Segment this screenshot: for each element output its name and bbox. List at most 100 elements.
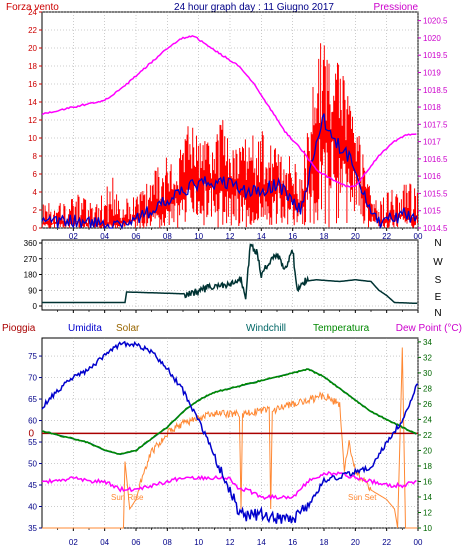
p2-ytick-label: 270 bbox=[24, 255, 38, 264]
legend-dewpoint: Dew Point (°C) bbox=[396, 323, 462, 334]
p3-xtick-label: 04 bbox=[100, 538, 109, 547]
p3-ytick-right-label: 22 bbox=[423, 431, 432, 440]
wind-force-label: Forza vento bbox=[6, 2, 59, 13]
p1-ytick-label: 2 bbox=[33, 206, 38, 215]
p1-xtick-label: 00 bbox=[414, 232, 423, 241]
p1-ytick-right-label: 1014.5 bbox=[423, 224, 448, 233]
compass-n-top: N bbox=[434, 238, 441, 249]
p1-ytick-right-label: 1016 bbox=[423, 172, 441, 181]
p3-ytick-right-label: 10 bbox=[423, 524, 432, 533]
p3-xtick-label: 10 bbox=[194, 538, 203, 547]
p3-ytick-label: 65 bbox=[28, 395, 37, 404]
p3-xtick-label: 18 bbox=[320, 538, 329, 547]
p1-xtick-label: 20 bbox=[351, 232, 360, 241]
p1-xtick-label: 10 bbox=[194, 232, 203, 241]
p1-xtick-label: 04 bbox=[100, 232, 109, 241]
p1-ytick-label: 22 bbox=[28, 26, 37, 35]
p1-ytick-right-label: 1018 bbox=[423, 103, 441, 112]
p1-ytick-right-label: 1016.5 bbox=[423, 155, 448, 164]
p3-xtick-label: 12 bbox=[226, 538, 235, 547]
p1-xtick-label: 12 bbox=[226, 232, 235, 241]
p3-xtick-label: 22 bbox=[382, 538, 391, 547]
p3-ytick-right-label: 18 bbox=[423, 462, 432, 471]
p2-ytick-label: 0 bbox=[33, 302, 38, 311]
p3-xtick-label: 16 bbox=[288, 538, 297, 547]
p3-ytick-label: 55 bbox=[28, 438, 37, 447]
p3-ytick-right-label: 12 bbox=[423, 508, 432, 517]
p3-xtick-label: 06 bbox=[132, 538, 141, 547]
wind-direction-series bbox=[42, 243, 418, 305]
p1-ytick-label: 8 bbox=[33, 152, 38, 161]
compass-e: E bbox=[435, 292, 442, 303]
p1-ytick-right-label: 1020 bbox=[423, 34, 441, 43]
p1-ytick-label: 16 bbox=[28, 80, 37, 89]
p3-ytick-right-label: 24 bbox=[423, 415, 432, 424]
p1-xtick-label: 14 bbox=[257, 232, 266, 241]
p3-ytick-right-label: 16 bbox=[423, 477, 432, 486]
windchill-series bbox=[41, 368, 417, 456]
p3-ytick-right-label: 28 bbox=[423, 384, 432, 393]
p3-xtick-label: 02 bbox=[69, 538, 78, 547]
p3-ytick-right-label: 34 bbox=[423, 338, 432, 347]
legend-rain: Pioggia bbox=[2, 323, 36, 334]
p1-xtick-label: 22 bbox=[382, 232, 391, 241]
p1-ytick-label: 10 bbox=[28, 134, 37, 143]
sunset-label: Sun Set bbox=[348, 493, 377, 502]
p3-ytick-right-label: 32 bbox=[423, 353, 432, 362]
p1-ytick-label: 18 bbox=[28, 62, 37, 71]
p3-ytick-label: 70 bbox=[28, 374, 37, 383]
humidity-series bbox=[41, 340, 419, 524]
wind-direction-panel bbox=[41, 239, 419, 311]
p1-xtick-label: 02 bbox=[69, 232, 78, 241]
p1-ytick-right-label: 1015 bbox=[423, 207, 441, 216]
compass-n-bottom: N bbox=[434, 308, 441, 319]
p1-ytick-right-label: 1018.5 bbox=[423, 86, 448, 95]
p3-xtick-label: 14 bbox=[257, 538, 266, 547]
p1-ytick-label: 0 bbox=[33, 224, 38, 233]
legend-solar: Solar bbox=[116, 323, 140, 334]
pressure-series bbox=[41, 34, 417, 188]
p1-ytick-right-label: 1019.5 bbox=[423, 51, 448, 60]
rain-zero-label: 0 bbox=[28, 428, 34, 439]
p2-ytick-label: 180 bbox=[24, 271, 38, 280]
p1-ytick-right-label: 1020.5 bbox=[423, 17, 448, 26]
p3-ytick-label: 50 bbox=[28, 460, 37, 469]
wind-average-series bbox=[41, 113, 418, 230]
p1-ytick-right-label: 1017.5 bbox=[423, 120, 448, 129]
p1-ytick-right-label: 1015.5 bbox=[423, 189, 448, 198]
p1-ytick-label: 14 bbox=[28, 98, 37, 107]
p1-xtick-label: 08 bbox=[163, 232, 172, 241]
legend-windchill: Windchill bbox=[246, 323, 286, 334]
p3-ytick-label: 45 bbox=[28, 481, 37, 490]
p1-ytick-label: 6 bbox=[33, 170, 38, 179]
p1-ytick-label: 4 bbox=[33, 188, 38, 197]
temperature-series bbox=[41, 368, 417, 455]
p3-xtick-label: 00 bbox=[414, 538, 423, 547]
p2-ytick-label: 360 bbox=[24, 239, 38, 248]
compass-w: W bbox=[433, 257, 443, 268]
pressure-label: Pressione bbox=[374, 2, 419, 13]
p3-ytick-label: 35 bbox=[28, 524, 37, 533]
p3-xtick-label: 08 bbox=[163, 538, 172, 547]
p1-ytick-right-label: 1019 bbox=[423, 68, 441, 77]
p1-ytick-label: 24 bbox=[28, 8, 37, 17]
p3-ytick-label: 40 bbox=[28, 503, 37, 512]
p1-xtick-label: 18 bbox=[320, 232, 329, 241]
p3-ytick-right-label: 30 bbox=[423, 369, 432, 378]
p3-ytick-label: 75 bbox=[28, 352, 37, 361]
p3-ytick-right-label: 26 bbox=[423, 400, 432, 409]
p3-ytick-right-label: 20 bbox=[423, 446, 432, 455]
p1-ytick-label: 12 bbox=[28, 116, 37, 125]
dewpoint-series bbox=[41, 470, 417, 501]
p1-xtick-label: 06 bbox=[132, 232, 141, 241]
p1-ytick-label: 20 bbox=[28, 44, 37, 53]
p1-ytick-right-label: 1017 bbox=[423, 138, 441, 147]
p3-xtick-label: 20 bbox=[351, 538, 360, 547]
compass-s: S bbox=[435, 275, 442, 286]
p3-ytick-right-label: 14 bbox=[423, 493, 432, 502]
sunrise-label: Sun Rise bbox=[111, 493, 144, 502]
p1-xtick-label: 16 bbox=[288, 232, 297, 241]
solar-series bbox=[42, 347, 418, 529]
p3-ytick-label: 60 bbox=[28, 417, 37, 426]
